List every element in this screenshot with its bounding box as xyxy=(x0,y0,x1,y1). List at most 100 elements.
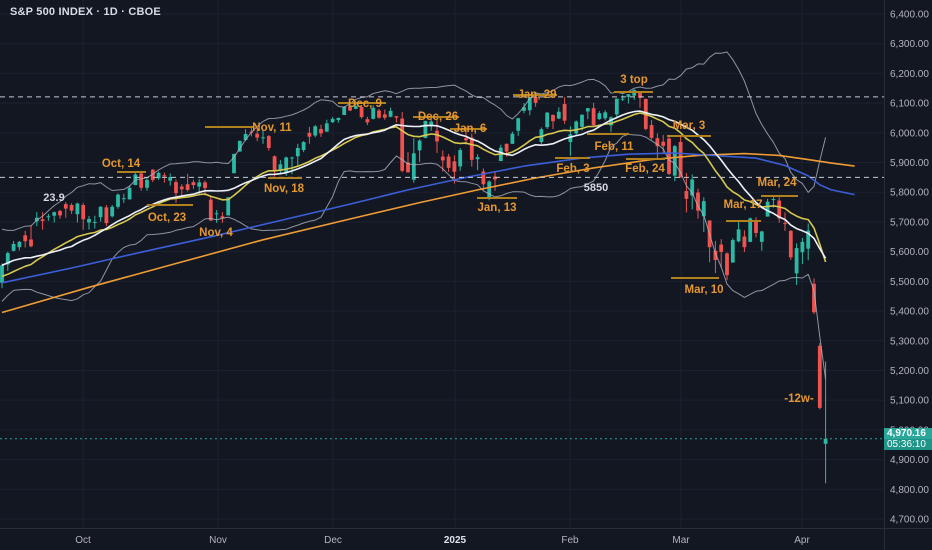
time-axis-label[interactable]: Mar xyxy=(672,535,690,546)
date-annotation: Oct, 23 xyxy=(148,212,186,224)
price-axis-label[interactable]: 4,900.00 xyxy=(890,455,929,466)
price-axis-label[interactable]: 5,300.00 xyxy=(890,336,929,347)
candle-down xyxy=(81,205,86,220)
price-axis-label[interactable]: 6,400.00 xyxy=(890,10,929,21)
candle-down xyxy=(382,114,387,118)
candle-down xyxy=(817,345,822,408)
price-axis-label[interactable]: 5,900.00 xyxy=(890,158,929,169)
candle-up xyxy=(487,181,492,198)
candle-up xyxy=(545,112,550,128)
date-annotation: Dec, 9 xyxy=(348,98,382,110)
candle-up xyxy=(168,177,173,181)
ma-yellow-21ema xyxy=(1,112,827,278)
price-axis-label[interactable]: 4,700.00 xyxy=(890,515,929,526)
candle-up xyxy=(794,248,799,274)
candle-up xyxy=(353,106,358,109)
price-axis-label[interactable]: 6,200.00 xyxy=(890,69,929,80)
time-axis-label[interactable]: Nov xyxy=(209,535,227,546)
candle-down xyxy=(348,106,352,111)
candle-up xyxy=(261,137,265,139)
candle-down xyxy=(696,192,700,211)
candle-up xyxy=(823,438,828,444)
candle-down xyxy=(469,137,474,160)
candle-down xyxy=(203,182,207,189)
candle-up xyxy=(121,198,126,200)
candle-down xyxy=(179,186,184,190)
time-axis-label[interactable]: Dec xyxy=(324,535,342,546)
candle-down xyxy=(551,115,555,122)
candle-up xyxy=(17,241,22,248)
candle-down xyxy=(725,253,729,276)
price-axis-label[interactable]: 5,400.00 xyxy=(890,307,929,318)
candle-down xyxy=(719,244,724,252)
candle-down xyxy=(272,156,277,172)
candle-up xyxy=(232,153,236,174)
candle-up xyxy=(690,179,695,196)
annotations: Oct, 14 Oct, 23 Nov, 4 Nov, 11 Nov, 18 Dec, 9… xyxy=(43,74,814,405)
candle-down xyxy=(359,106,364,118)
candle-up xyxy=(371,107,376,119)
candle-down xyxy=(435,130,439,142)
date-annotation: Jan, 6 xyxy=(454,123,487,135)
candle-down xyxy=(452,161,457,172)
price-axis-label[interactable]: 5,600.00 xyxy=(890,247,929,258)
candle-down xyxy=(638,93,642,98)
price-axis-label[interactable]: 5,500.00 xyxy=(890,277,929,288)
candle-up xyxy=(11,243,16,251)
candle-up xyxy=(411,153,416,180)
candle-up xyxy=(214,213,219,215)
candle-up xyxy=(237,140,242,152)
price-axis-label[interactable]: 5,100.00 xyxy=(890,396,929,407)
date-annotation: Mar, 24 xyxy=(758,177,798,189)
candle-up xyxy=(313,126,318,136)
time-axis-label[interactable]: Oct xyxy=(75,535,91,546)
price-note: 23.9 xyxy=(43,192,64,204)
price-axis-label[interactable]: 6,100.00 xyxy=(890,99,929,110)
candle-down xyxy=(307,132,312,137)
countdown-timer: 05:36:10 xyxy=(884,439,932,450)
candle-up xyxy=(226,197,231,216)
candle-up xyxy=(701,201,706,217)
candle-up xyxy=(614,98,619,115)
date-annotation: Nov, 18 xyxy=(264,183,305,195)
last-price-badge: 4,970.16 05:36:10 xyxy=(884,428,932,450)
candle-up xyxy=(609,117,613,126)
candle-up xyxy=(342,106,347,116)
time-axis-label[interactable]: 2025 xyxy=(444,535,467,546)
time-axis-label[interactable]: Apr xyxy=(794,535,810,546)
price-axis-label[interactable]: 5,700.00 xyxy=(890,217,929,228)
price-axis-label[interactable]: 6,300.00 xyxy=(890,39,929,50)
candle-up xyxy=(301,142,306,151)
bollinger-upper-band xyxy=(1,51,827,231)
candle-up xyxy=(87,218,91,223)
candle-down xyxy=(174,182,178,194)
price-axis-label[interactable]: 6,000.00 xyxy=(890,128,929,139)
candle-down xyxy=(162,175,167,177)
ma-orange-200 xyxy=(1,152,855,314)
candle-down xyxy=(504,143,509,152)
candle-up xyxy=(52,212,57,216)
candle-down xyxy=(649,125,654,138)
candle-up xyxy=(475,157,480,160)
candle-up xyxy=(730,240,735,263)
candle-up xyxy=(330,118,335,123)
time-axis-label[interactable]: Feb xyxy=(561,535,579,546)
candle-down xyxy=(365,119,370,123)
candle-up xyxy=(278,164,283,170)
candle-up xyxy=(295,147,300,157)
candle-down xyxy=(440,156,445,161)
price-axis-label[interactable]: 5,200.00 xyxy=(890,366,929,377)
candle-up xyxy=(771,199,776,201)
candle-down xyxy=(63,204,68,209)
candle-up xyxy=(34,217,39,222)
candle-up xyxy=(539,129,544,143)
candle-down xyxy=(667,138,671,174)
price-axis-label[interactable]: 5,800.00 xyxy=(890,188,929,199)
price-axis-label[interactable]: 4,800.00 xyxy=(890,485,929,496)
candle-down xyxy=(23,235,28,242)
candle-up xyxy=(597,113,602,120)
candle-up xyxy=(336,117,341,121)
candle-down xyxy=(713,250,718,260)
candle-up xyxy=(197,182,202,187)
